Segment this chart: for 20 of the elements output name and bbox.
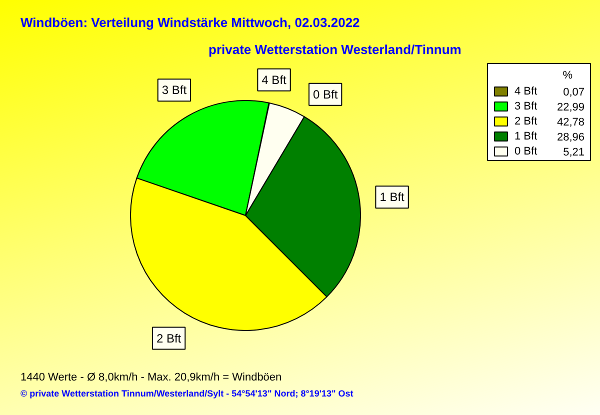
text: 1440 Werte - Ø 8,0km/h - Max. 20,9km/h = Windböen — [20, 372, 282, 384]
slice-label: 0 Bft — [312, 87, 338, 102]
slice-label: 3 Bft — [162, 83, 188, 98]
legend-label: 3 Bft — [514, 100, 538, 112]
legend-label: 2 Bft — [514, 116, 538, 128]
data-label: 0,07 — [563, 86, 585, 98]
slice-label: 2 Bft — [156, 331, 182, 346]
legend-title: % — [562, 70, 573, 82]
legend-label: 1 Bft — [514, 130, 538, 142]
data-label: 5,21 — [563, 146, 585, 158]
chart-subtitle: private Wetterstation Westerland/Tinnum — [208, 42, 462, 57]
slice-label: 4 Bft — [262, 72, 288, 87]
data-label: 42,78 — [556, 116, 585, 128]
data-label: 22,99 — [556, 102, 585, 114]
slice-label: 1 Bft — [380, 190, 406, 204]
data-label: 28,96 — [556, 132, 585, 144]
text: © private Wetterstation Tinnum/Westerland/Sylt - 54°54'13" Nord; 8°19'13" Ost — [20, 388, 354, 398]
chart-title: Windböen: Verteilung Windstärke Mittwoch, 02.03.2022 — [20, 15, 360, 30]
legend-label: 0 Bft — [514, 146, 538, 158]
legend-label: 4 Bft — [514, 86, 538, 98]
